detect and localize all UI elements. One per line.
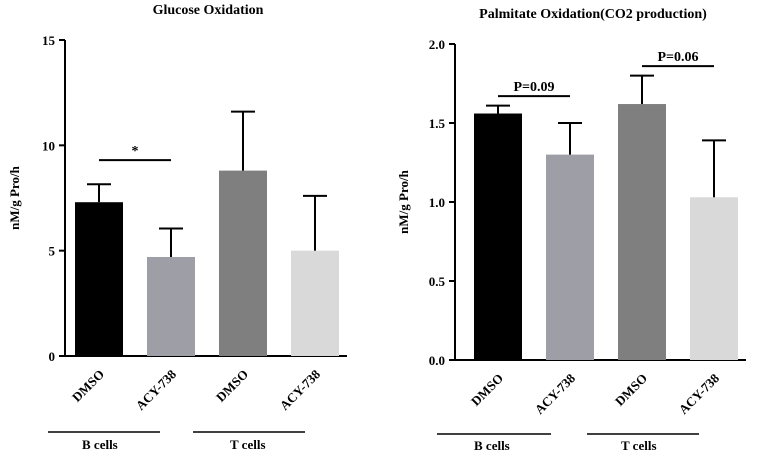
chart2-category-label-4: ACY-738	[676, 370, 723, 417]
chart2-group-label-2: T cells	[621, 438, 657, 453]
chart2-category-label-3: DMSO	[612, 371, 650, 409]
chart2-significance-label-2: P=0.06	[657, 50, 698, 65]
chart1-category-label-1: DMSO	[69, 367, 107, 405]
chart2-y-tick-label: 1.5	[429, 116, 446, 131]
chart1-group-label-1: B cells	[82, 437, 118, 452]
chart2-y-tick-label: 0.0	[429, 353, 445, 368]
chart1-y-tick-label: 0	[49, 349, 56, 364]
chart2-y-tick-label: 1.0	[429, 195, 445, 210]
chart2-significance-label-1: P=0.09	[513, 80, 554, 95]
chart1-bar-1	[75, 202, 123, 356]
chart1-group-label-2: T cells	[230, 437, 266, 452]
chart2-y-tick-label: 2.0	[429, 37, 445, 52]
chart1-category-label-2: ACY-738	[133, 366, 180, 413]
chart2-category-label-1: DMSO	[468, 371, 506, 409]
chart2-y-tick-label: 0.5	[429, 274, 446, 289]
chart1-category-label-4: ACY-738	[277, 366, 324, 413]
chart1-bar-3	[219, 170, 267, 356]
chart1-y-tick-label: 10	[42, 138, 55, 153]
chart2-bar-4	[690, 197, 738, 360]
chart1-title: Glucose Oxidation	[153, 3, 264, 18]
chart1-bar-2	[147, 256, 195, 356]
chart1-significance-label-1: *	[132, 144, 139, 159]
chart1-bar-4	[291, 250, 339, 356]
chart2-group-label-1: B cells	[474, 438, 510, 453]
chart1-category-label-3: DMSO	[213, 367, 251, 405]
chart2-bar-1	[474, 113, 522, 361]
chart2-title: Palmitate Oxidation(CO2 production)	[479, 7, 707, 22]
chart2-bar-3	[618, 104, 666, 360]
chart2-category-label-2: ACY-738	[532, 370, 579, 417]
chart1-y-tick-label: 5	[49, 244, 56, 259]
chart1-y-axis-label: nM/g Pro/h	[7, 165, 22, 229]
chart2-y-axis-label: nM/g Pro/h	[396, 169, 411, 233]
chart1-y-tick-label: 15	[42, 33, 56, 48]
chart2-bar-2	[546, 154, 594, 360]
